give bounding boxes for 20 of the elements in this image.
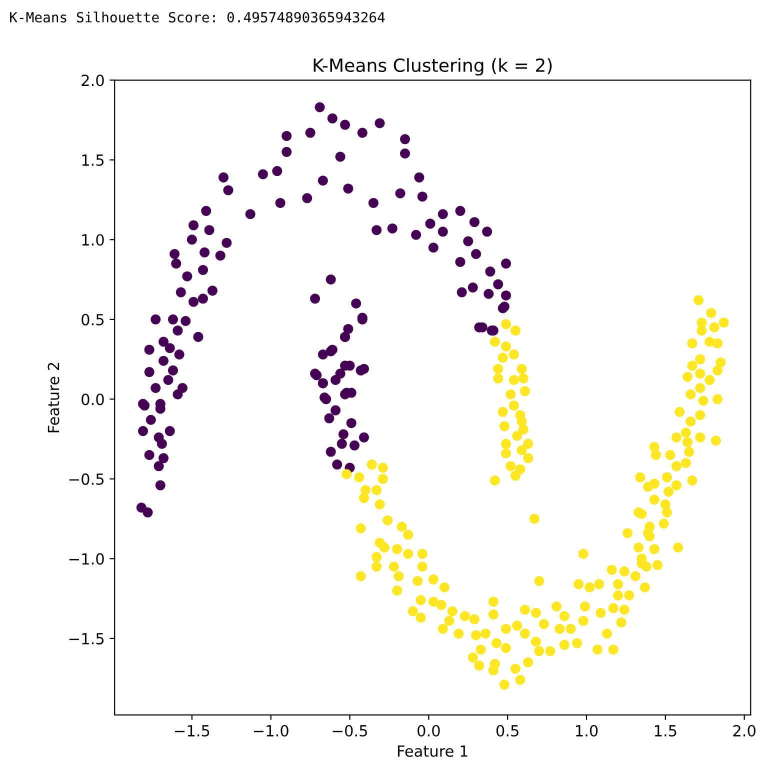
x-tick-label: 1.5: [654, 725, 676, 737]
text: K-Means Silhouette Score: 0.49574890365943264: [10, 12, 385, 22]
x-tick-label: 2.0: [733, 724, 756, 737]
x-tick-label: −1.5: [175, 725, 210, 737]
y-tick-label: −0.5: [69, 473, 104, 485]
y-tick-label: 2.0: [82, 74, 104, 86]
x-tick-label: −0.5: [332, 724, 367, 737]
y-tick-label: −1.0: [69, 553, 104, 565]
x-tick-label: 0.5: [496, 724, 518, 737]
y-tick-label: 0.0: [82, 394, 104, 406]
y-tick-label: 0.5: [82, 314, 104, 326]
x-tick-label: 0.0: [418, 724, 440, 737]
chart-title: K-Means Clustering (k = 2): [314, 58, 552, 76]
y-tick-label: 1.5: [82, 154, 104, 166]
y-axis-title: Feature 2: [48, 362, 60, 432]
x-tick-label: 1.0: [576, 724, 598, 737]
x-tick-label: −1.0: [254, 724, 288, 737]
y-tick-label: −1.5: [69, 633, 104, 644]
x-axis-title: Feature 1: [398, 746, 468, 757]
y-tick-label: 1.0: [82, 234, 104, 246]
